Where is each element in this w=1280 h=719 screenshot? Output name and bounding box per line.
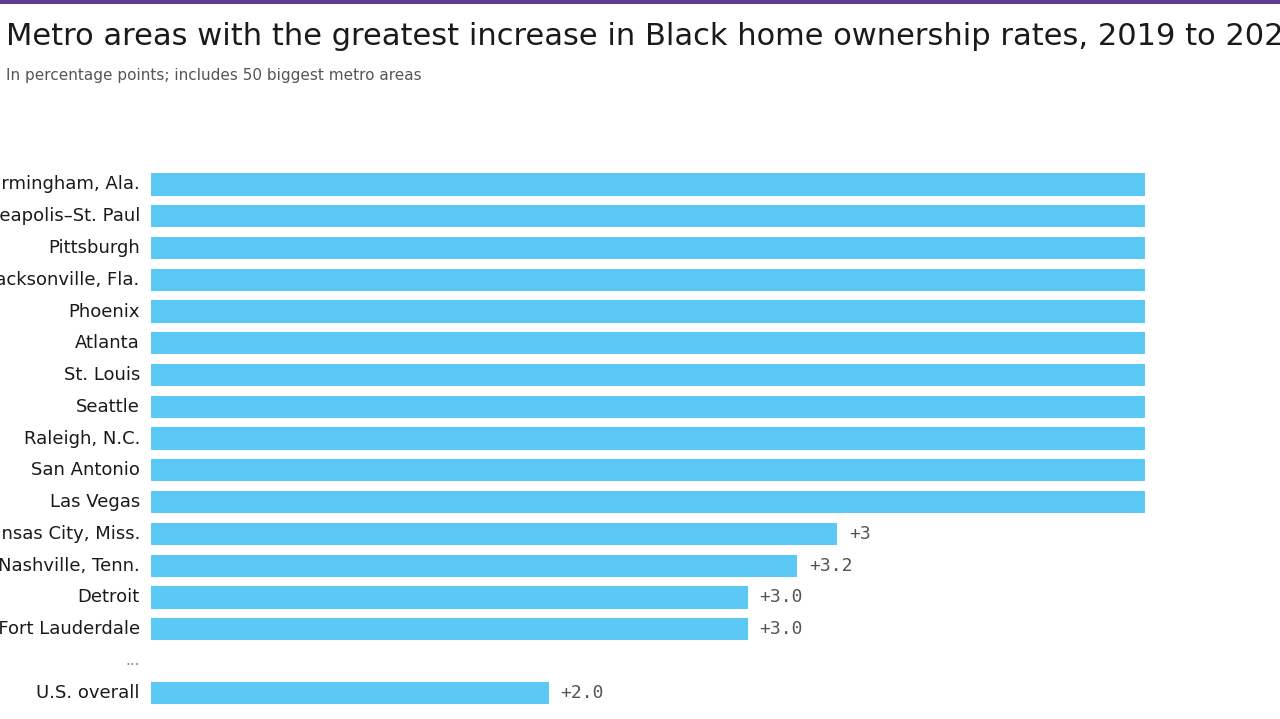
Bar — [151, 682, 549, 704]
Text: Miami–Fort Lauderdale: Miami–Fort Lauderdale — [0, 620, 140, 638]
Bar — [151, 459, 1146, 482]
Text: +3.0: +3.0 — [759, 620, 803, 638]
Text: San Antonio: San Antonio — [31, 462, 140, 480]
Bar — [151, 237, 1146, 259]
Text: +2.0: +2.0 — [561, 684, 604, 702]
Text: Birmingham, Ala.: Birmingham, Ala. — [0, 175, 140, 193]
Bar — [151, 205, 1146, 227]
Bar — [151, 173, 1146, 196]
Bar — [151, 586, 748, 608]
Bar — [151, 364, 1146, 386]
Text: Metro areas with the greatest increase in Black home ownership rates, 2019 to 20: Metro areas with the greatest increase i… — [6, 22, 1280, 50]
Bar — [151, 618, 748, 641]
Text: U.S. overall: U.S. overall — [36, 684, 140, 702]
Text: In percentage points; includes 50 biggest metro areas: In percentage points; includes 50 bigges… — [6, 68, 422, 83]
Text: Pittsburgh: Pittsburgh — [49, 239, 140, 257]
Bar — [151, 554, 797, 577]
Bar — [151, 523, 837, 545]
Bar — [151, 395, 1146, 418]
Text: Las Vegas: Las Vegas — [50, 493, 140, 511]
Text: Nashville, Tenn.: Nashville, Tenn. — [0, 557, 140, 574]
Bar — [151, 269, 1146, 291]
Text: Atlanta: Atlanta — [76, 334, 140, 352]
Text: +3.0: +3.0 — [759, 588, 803, 606]
Bar — [151, 332, 1146, 354]
Bar — [151, 301, 1146, 323]
Text: Minneapolis–St. Paul: Minneapolis–St. Paul — [0, 207, 140, 225]
Text: Jacksonville, Fla.: Jacksonville, Fla. — [0, 271, 140, 289]
Text: +3: +3 — [849, 525, 870, 543]
Text: Phoenix: Phoenix — [68, 303, 140, 321]
Text: ...: ... — [125, 654, 140, 669]
Bar — [151, 491, 1146, 513]
Bar — [151, 428, 1146, 449]
Text: +3.2: +3.2 — [809, 557, 852, 574]
Text: Raleigh, N.C.: Raleigh, N.C. — [23, 429, 140, 448]
Text: St. Louis: St. Louis — [64, 366, 140, 384]
Text: Detroit: Detroit — [78, 588, 140, 606]
Text: Kansas City, Miss.: Kansas City, Miss. — [0, 525, 140, 543]
Text: Seattle: Seattle — [76, 398, 140, 416]
